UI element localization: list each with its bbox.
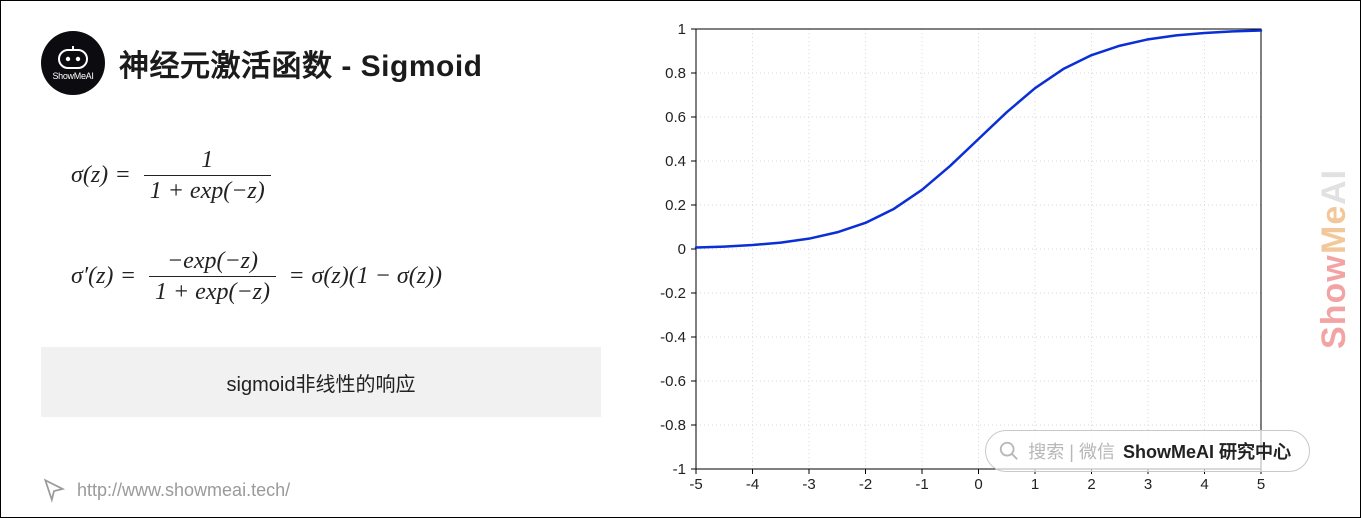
search-pill[interactable]: 搜索 | 微信 ShowMeAI 研究中心 — [985, 430, 1310, 472]
svg-text:0: 0 — [974, 476, 982, 493]
svg-text:1: 1 — [1031, 476, 1039, 493]
robot-icon — [56, 46, 90, 70]
svg-text:0.4: 0.4 — [665, 153, 686, 170]
equation-sigmoid-derivative: σ′(z) = −exp(−z) 1 + exp(−z) = σ(z)(1 − … — [71, 246, 611, 307]
eq2-rhs: σ(z)(1 − σ(z)) — [312, 263, 443, 290]
equations-block: σ(z) = 1 1 + exp(−z) σ′(z) = −exp(−z) 1 … — [41, 145, 611, 307]
equation-sigmoid: σ(z) = 1 1 + exp(−z) — [71, 145, 611, 206]
svg-text:-0.6: -0.6 — [660, 373, 686, 390]
watermark: ShowMeAI — [1315, 169, 1354, 349]
svg-text:0: 0 — [678, 241, 686, 258]
svg-text:-4: -4 — [746, 476, 759, 493]
eq1-lhs: σ(z) — [71, 162, 108, 189]
svg-text:0.8: 0.8 — [665, 65, 686, 82]
svg-text:-1: -1 — [673, 461, 686, 478]
svg-text:0.2: 0.2 — [665, 197, 686, 214]
search-icon — [998, 440, 1020, 462]
caption-text: sigmoid非线性的响应 — [227, 368, 416, 397]
page-title: 神经元激活函数 - Sigmoid — [119, 41, 483, 85]
svg-text:3: 3 — [1144, 476, 1152, 493]
footer-url[interactable]: http://www.showmeai.tech/ — [77, 480, 290, 501]
cursor-icon — [41, 477, 67, 503]
svg-text:5: 5 — [1257, 476, 1265, 493]
svg-text:-3: -3 — [802, 476, 815, 493]
svg-text:-2: -2 — [859, 476, 872, 493]
svg-text:2: 2 — [1087, 476, 1095, 493]
svg-text:-0.4: -0.4 — [660, 329, 686, 346]
svg-text:-0.2: -0.2 — [660, 285, 686, 302]
eq2-fraction: −exp(−z) 1 + exp(−z) — [149, 246, 276, 307]
search-hint: 搜索 | 微信 — [1028, 438, 1115, 464]
svg-text:1: 1 — [678, 21, 686, 38]
logo-badge: ShowMeAI — [41, 31, 105, 95]
logo-subtext: ShowMeAI — [52, 71, 93, 81]
svg-text:0.6: 0.6 — [665, 109, 686, 126]
svg-text:4: 4 — [1200, 476, 1208, 493]
eq1-fraction: 1 1 + exp(−z) — [144, 145, 271, 206]
svg-text:-5: -5 — [689, 476, 702, 493]
footer: http://www.showmeai.tech/ — [41, 477, 290, 503]
eq2-lhs: σ′(z) — [71, 263, 113, 290]
caption-box: sigmoid非线性的响应 — [41, 347, 601, 417]
svg-text:-0.8: -0.8 — [660, 417, 686, 434]
search-strong: ShowMeAI 研究中心 — [1123, 438, 1291, 464]
svg-text:-1: -1 — [915, 476, 928, 493]
left-panel: ShowMeAI 神经元激活函数 - Sigmoid σ(z) = 1 1 + … — [41, 31, 611, 417]
sigmoid-chart: -5 -4 -3 -2 -1 0 1 2 3 4 5 -1 -0.8 -0.6 -0.4 -0.2 0 0.2 0.… — [641, 19, 1281, 499]
header: ShowMeAI 神经元激活函数 - Sigmoid — [41, 31, 611, 95]
